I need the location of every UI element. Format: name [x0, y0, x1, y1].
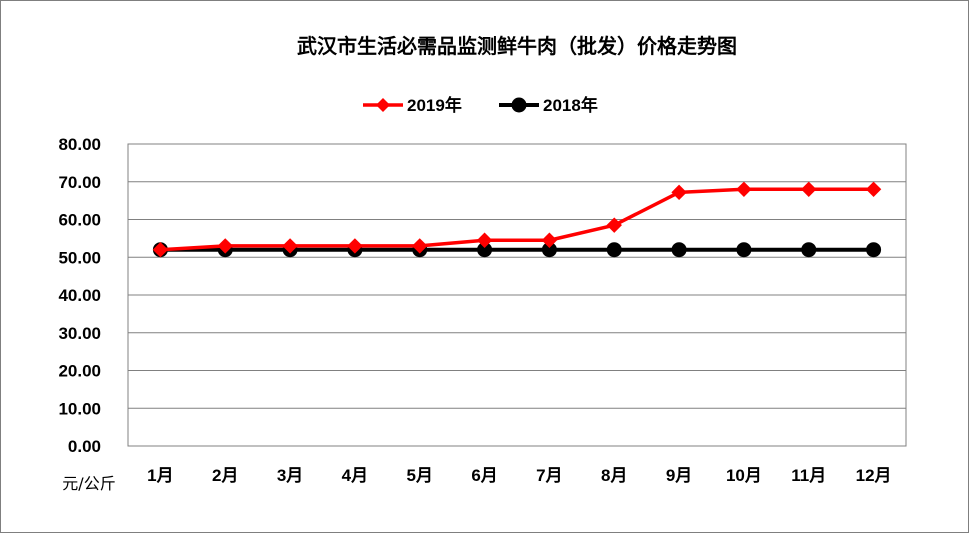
legend: 2019年 2018年 [363, 95, 598, 115]
x-tick-label: 4月 [342, 466, 368, 485]
y-tick-label: 80.00 [58, 135, 101, 154]
y-tick-label: 0.00 [68, 437, 101, 456]
data-point [477, 242, 493, 258]
legend-item: 2019年 [363, 95, 462, 115]
x-tick-label: 2月 [212, 466, 238, 485]
data-point [736, 181, 752, 198]
data-point [606, 217, 622, 233]
x-tick-label: 3月 [277, 466, 303, 485]
x-tick-label: 11月 [791, 466, 826, 485]
data-point [217, 238, 233, 254]
legend-marker [376, 98, 390, 112]
data-point [866, 242, 882, 258]
y-axis-ticks: 0.00 10.00 20.00 30.00 40.00 50.00 60.00 70.00 8… [58, 135, 101, 456]
data-point [606, 242, 622, 258]
x-tick-label: 1月 [147, 466, 173, 485]
data-point [347, 238, 363, 254]
series-a [152, 181, 882, 258]
data-point [736, 242, 752, 258]
x-tick-label: 6月 [471, 466, 497, 485]
x-axis-ticks: 1月 2月 3月 4月 5月 6月 7月 8月 9月 10月 11月 12月 [147, 466, 891, 485]
x-tick-label: 7月 [536, 466, 562, 485]
plot-area [127, 143, 907, 447]
y-tick-label: 20.00 [58, 362, 101, 381]
legend-label: 2018年 [543, 95, 598, 115]
data-point [671, 242, 687, 258]
y-tick-label: 70.00 [58, 173, 101, 192]
data-point [412, 238, 428, 254]
data-point [801, 242, 817, 258]
legend-item: 2018年 [499, 95, 598, 115]
data-point [541, 242, 557, 258]
x-tick-label: 10月 [726, 466, 762, 485]
data-point [152, 241, 169, 258]
y-tick-label: 50.00 [58, 248, 101, 267]
series-layer [152, 181, 882, 258]
legend-marker [511, 97, 527, 113]
data-point [541, 232, 558, 248]
chart-title: 武汉市生活必需品监测鲜牛肉（批发）价格走势图 [297, 34, 737, 58]
y-tick-label: 30.00 [58, 324, 101, 343]
y-tick-label: 40.00 [58, 286, 101, 305]
legend-label: 2019年 [407, 95, 462, 115]
series-line [160, 187, 874, 252]
data-point [476, 232, 493, 248]
x-tick-label: 5月 [407, 466, 433, 485]
y-tick-label: 10.00 [58, 399, 101, 418]
x-tick-label: 12月 [856, 466, 892, 485]
y-tick-label: 60.00 [58, 211, 101, 230]
x-tick-label: 9月 [666, 466, 692, 485]
data-point [865, 181, 882, 198]
x-tick-label: 8月 [601, 466, 627, 485]
gridlines [128, 181, 906, 409]
data-point [671, 184, 687, 201]
data-point [801, 181, 817, 198]
y-unit-label: 元/公斤 [62, 474, 115, 493]
data-point [282, 238, 298, 254]
